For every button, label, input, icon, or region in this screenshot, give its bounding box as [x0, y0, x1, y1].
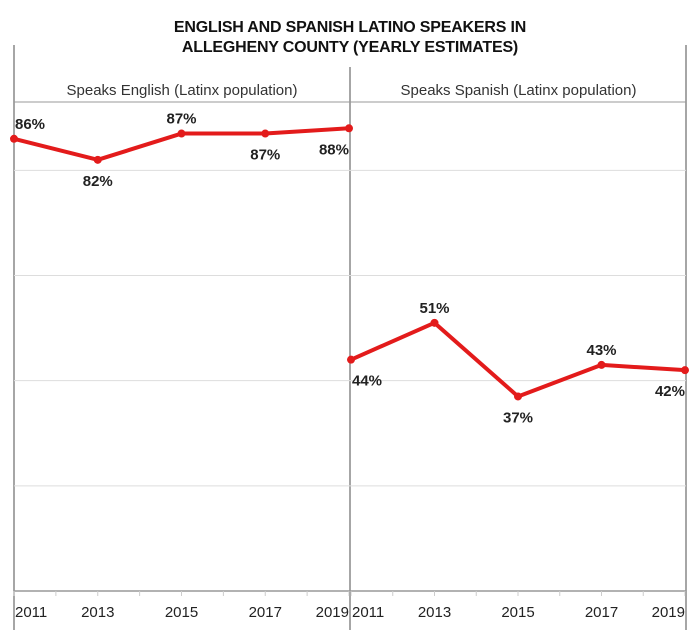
- data-point: [345, 124, 353, 133]
- data-point: [93, 155, 102, 164]
- chart-title: ENGLISH AND SPANISH LATINO SPEAKERS IN A…: [0, 18, 700, 58]
- x-tick-label: 2011: [352, 604, 384, 621]
- x-tick-label: 2013: [418, 604, 451, 621]
- panel-header: Speaks English (Latinx population): [67, 82, 298, 99]
- x-tick-label: 2015: [501, 604, 534, 621]
- data-label: 44%: [352, 373, 382, 390]
- chart-title-line-1: ENGLISH AND SPANISH LATINO SPEAKERS IN: [173, 19, 527, 36]
- data-label: 42%: [655, 383, 685, 400]
- data-label: 87%: [250, 147, 280, 164]
- x-tick-label: 2011: [15, 604, 47, 621]
- data-point: [10, 134, 18, 143]
- data-point: [177, 129, 186, 138]
- data-label: 82%: [83, 173, 113, 190]
- data-point: [347, 355, 355, 364]
- x-tick-label: 2019: [316, 604, 349, 621]
- data-point: [261, 129, 270, 138]
- data-point: [681, 366, 689, 375]
- series-line: [350, 320, 686, 399]
- chart-title-line-2: ALLEGHENY COUNTY (YEARLY ESTIMATES): [181, 39, 519, 56]
- x-tick-label: 2017: [585, 604, 618, 621]
- data-label: 37%: [503, 409, 533, 426]
- data-label: 87%: [166, 111, 196, 128]
- x-tick-label: 2013: [81, 604, 114, 621]
- data-point: [514, 392, 522, 401]
- x-tick-label: 2015: [165, 604, 198, 621]
- panel-header: Speaks Spanish (Latinx population): [401, 82, 637, 99]
- data-label: 43%: [586, 342, 616, 359]
- data-label: 86%: [15, 116, 45, 133]
- x-tick-label: 2019: [652, 604, 685, 621]
- data-point: [597, 360, 606, 369]
- data-label: 88%: [319, 141, 349, 158]
- x-tick-label: 2017: [249, 604, 282, 621]
- data-label: 51%: [419, 300, 449, 317]
- data-point: [430, 318, 439, 327]
